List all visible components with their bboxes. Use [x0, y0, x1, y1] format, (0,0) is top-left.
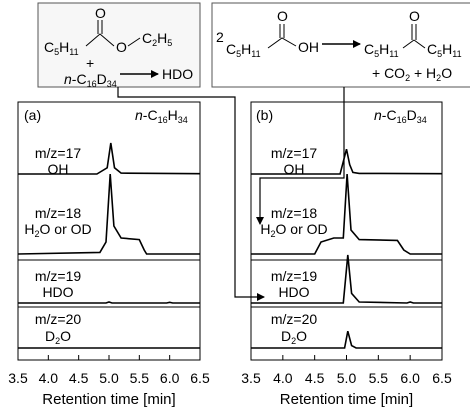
ketone-alkyl-left: C5H11 [364, 41, 399, 59]
x-tick-label-panel1-1: 4.0 [273, 370, 293, 386]
x-tick-label-panel0-5: 6.0 [160, 370, 180, 386]
ester-oxygen: O [116, 39, 127, 55]
x-axis-title-panel0: Retention time [min] [42, 391, 175, 408]
trace-line-panel0-2 [18, 301, 200, 304]
trace-label-mz18-a: m/z=18 [35, 205, 82, 221]
trace-species-oh-a: OH [48, 161, 69, 177]
trace-line-panel0-0 [18, 142, 201, 175]
trace-label-mz19-a: m/z=19 [35, 268, 82, 284]
ester-reactant-alkyl: C5H11 [44, 39, 79, 57]
x-tick-label-panel1-4: 5.5 [369, 370, 389, 386]
trace-species-h2o-a: H2O or OD [24, 221, 91, 239]
trace-species-d2o-a: D2O [45, 328, 71, 346]
panel-letter-a: (a) [24, 107, 41, 123]
ketonization-byproducts: + CO2 + H2O [372, 65, 452, 83]
trace-label-mz20-a: m/z=20 [35, 311, 82, 327]
panel-a-solvent: n-C16H34 [135, 107, 188, 125]
ester-ethyl-group: C2H5 [142, 30, 172, 48]
trace-label-mz17-a: m/z=17 [35, 145, 82, 161]
panel-letter-b: (b) [256, 107, 273, 123]
trace-line-panel1-3 [251, 330, 442, 349]
plus-sign: + [86, 55, 94, 71]
reaction-box-acid: 2 C5H11 O OH C5H11 O C5H11 + CO2 + H2O [211, 2, 470, 88]
trace-line-panel0-1 [17, 173, 200, 255]
trace-label-mz20-b: m/z=20 [271, 311, 318, 327]
solvent-label-left-box: n-C16D34 [64, 71, 117, 89]
x-tick-label-panel0-1: 4.0 [39, 370, 59, 386]
ketone-alkyl-right: C5H11 [427, 41, 462, 59]
trace-line-panel1-2 [251, 254, 442, 304]
x-tick-label-panel1-6: 6.5 [432, 370, 452, 386]
x-axis-title-panel1: Retention time [min] [280, 391, 413, 408]
trace-species-hdo-a: HDO [42, 284, 73, 300]
x-tick-label-panel1-5: 6.0 [400, 370, 420, 386]
reaction-box-ester: O C5H11 O C2H5 + n-C16D34 HDO [37, 2, 201, 89]
trace-species-h2o-b: H2O or OD [260, 221, 327, 239]
x-tick-label-panel0-3: 5.0 [99, 370, 119, 386]
stoichiometric-coefficient: 2 [216, 29, 224, 45]
acid-hydroxyl: OH [298, 39, 319, 55]
connector-arrow-to-hdo [117, 87, 265, 301]
panel-a: (a) n-C16H34 m/z=17 OH m/z=18 H2O or OD … [17, 101, 201, 361]
acid-reactant-alkyl: C5H11 [226, 41, 261, 59]
x-tick-label-panel0-0: 3.5 [8, 370, 28, 386]
trace-species-d2o-b: D2O [281, 328, 307, 346]
trace-label-mz19-b: m/z=19 [271, 268, 318, 284]
trace-line-panel1-1 [251, 173, 442, 255]
panel-b: (b) n-C16D34 m/z=17 OH m/z=18 H2O or OD … [250, 101, 443, 361]
ester-carbonyl-oxygen: O [95, 5, 106, 21]
trace-label-mz17-b: m/z=17 [271, 145, 318, 161]
x-tick-label-panel0-2: 4.5 [69, 370, 89, 386]
trace-label-mz18-b: m/z=18 [271, 205, 318, 221]
panel-b-solvent: n-C16D34 [374, 107, 427, 125]
product-hdo: HDO [162, 66, 193, 82]
x-tick-label-panel1-3: 5.0 [337, 370, 357, 386]
acid-carbonyl-oxygen: O [277, 8, 288, 24]
trace-species-hdo-b: HDO [278, 284, 309, 300]
ketone-carbonyl-oxygen: O [409, 8, 420, 24]
trace-line-panel1-0 [251, 149, 443, 175]
x-tick-label-panel0-4: 5.5 [130, 370, 150, 386]
x-tick-label-panel1-2: 4.5 [305, 370, 325, 386]
plot-layer: 3.5 4.0 4.5 5.0 5.5 6.0 6.5 Retention time [min… [8, 142, 452, 408]
connector-arrow-to-h2o [256, 87, 345, 225]
trace-species-oh-b: OH [284, 161, 305, 177]
x-tick-label-panel0-6: 6.5 [190, 370, 210, 386]
x-tick-label-panel1-0: 3.5 [241, 370, 261, 386]
